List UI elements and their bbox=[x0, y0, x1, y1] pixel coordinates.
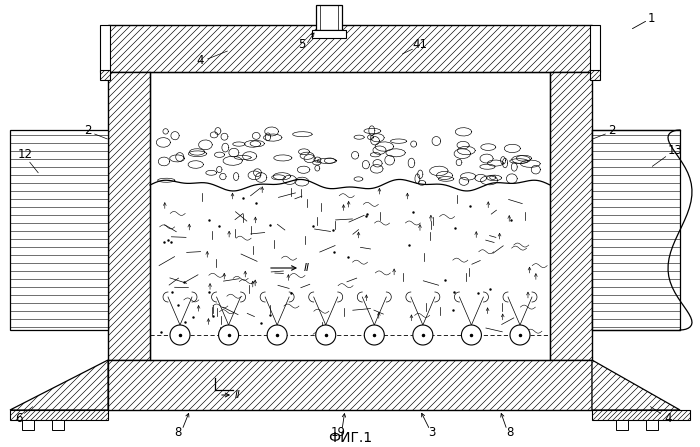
Text: 3: 3 bbox=[428, 426, 435, 439]
Polygon shape bbox=[312, 30, 346, 38]
Polygon shape bbox=[10, 360, 108, 410]
Circle shape bbox=[170, 325, 190, 345]
Polygon shape bbox=[590, 70, 600, 80]
Polygon shape bbox=[10, 410, 108, 420]
Polygon shape bbox=[100, 70, 110, 80]
Polygon shape bbox=[646, 420, 658, 430]
Polygon shape bbox=[100, 25, 110, 72]
Text: 13: 13 bbox=[668, 143, 683, 156]
Polygon shape bbox=[108, 72, 150, 360]
Text: 6: 6 bbox=[15, 412, 22, 425]
Text: 19: 19 bbox=[330, 426, 346, 439]
Text: 8: 8 bbox=[174, 426, 182, 439]
Text: II: II bbox=[304, 263, 310, 273]
Circle shape bbox=[218, 325, 239, 345]
Circle shape bbox=[316, 325, 336, 345]
Polygon shape bbox=[108, 25, 592, 72]
Text: 12: 12 bbox=[18, 148, 33, 161]
Polygon shape bbox=[550, 72, 592, 360]
Text: 41: 41 bbox=[412, 38, 428, 51]
Circle shape bbox=[461, 325, 482, 345]
Polygon shape bbox=[22, 420, 34, 430]
Polygon shape bbox=[52, 420, 64, 430]
Polygon shape bbox=[150, 72, 550, 362]
Text: 1: 1 bbox=[648, 12, 655, 25]
Text: 8: 8 bbox=[506, 426, 514, 439]
Text: ФИГ.1: ФИГ.1 bbox=[328, 431, 372, 445]
Polygon shape bbox=[108, 360, 592, 410]
Circle shape bbox=[413, 325, 433, 345]
Circle shape bbox=[364, 325, 384, 345]
Circle shape bbox=[267, 325, 287, 345]
Text: 2: 2 bbox=[84, 123, 92, 136]
Circle shape bbox=[510, 325, 530, 345]
Text: 5: 5 bbox=[298, 38, 306, 51]
Polygon shape bbox=[616, 420, 628, 430]
Text: II: II bbox=[235, 390, 241, 400]
Polygon shape bbox=[592, 410, 690, 420]
Polygon shape bbox=[316, 5, 342, 30]
Text: 2: 2 bbox=[608, 123, 616, 136]
Text: 4: 4 bbox=[196, 54, 204, 67]
Polygon shape bbox=[10, 130, 108, 330]
Polygon shape bbox=[592, 130, 680, 330]
Text: 4: 4 bbox=[664, 412, 671, 425]
Polygon shape bbox=[590, 25, 600, 72]
Polygon shape bbox=[592, 360, 680, 410]
